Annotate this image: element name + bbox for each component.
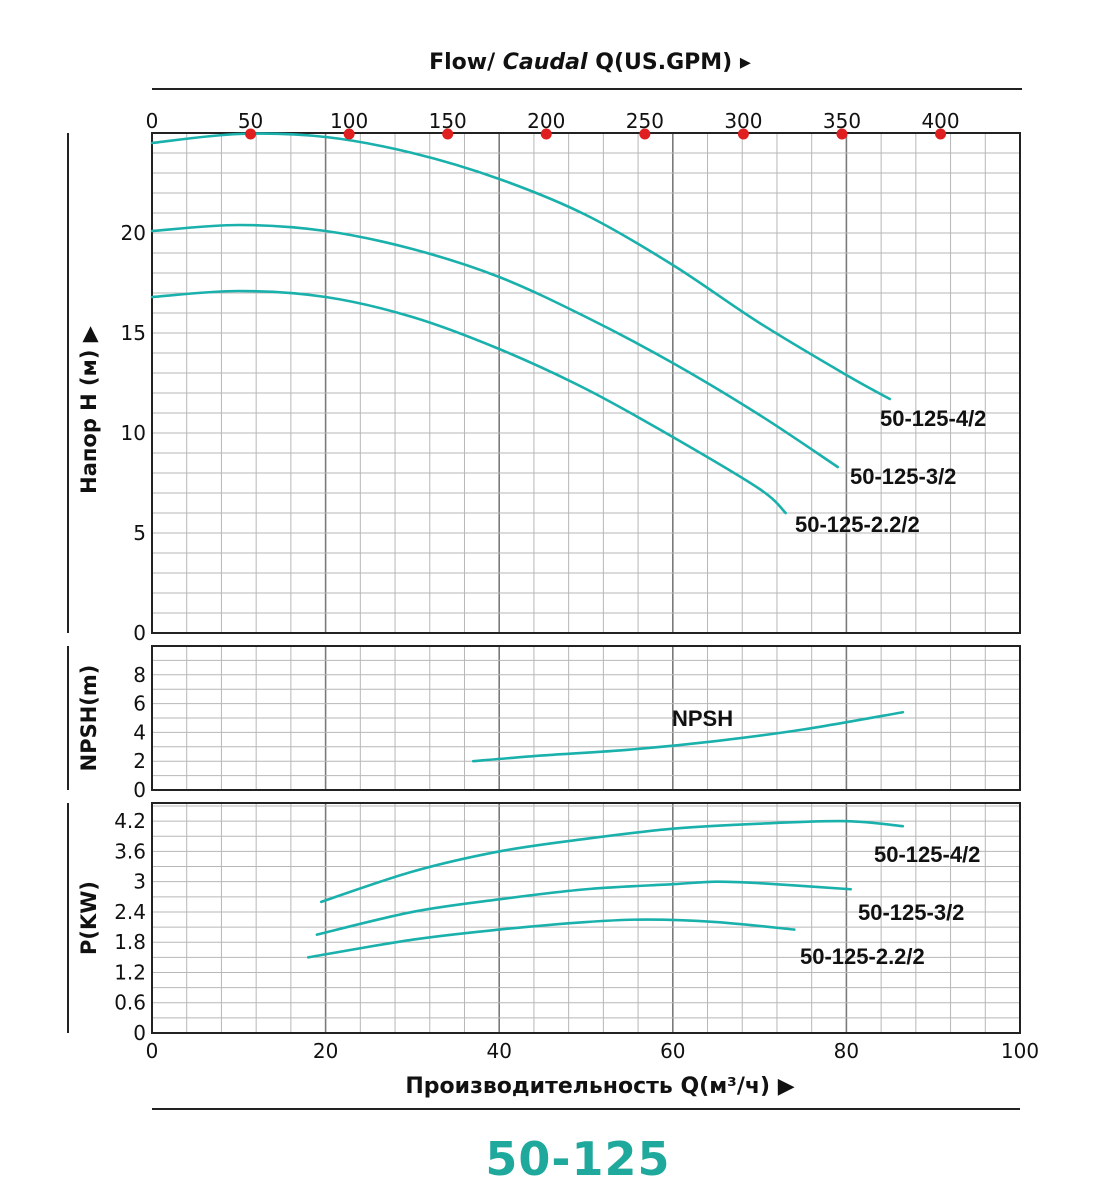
head-curve-label: 50-125-3/2 xyxy=(850,464,956,489)
head-y-tick: 20 xyxy=(121,221,146,245)
head-y-tick: 0 xyxy=(133,621,146,645)
model-title: 50-125 xyxy=(485,1132,671,1186)
head-curve-50-125-4/2 xyxy=(150,132,892,401)
x-axis-label: Производительность Q(м³/ч) xyxy=(405,1074,771,1099)
x-tick-label: 60 xyxy=(660,1039,685,1060)
npsh-curve-label: NPSH xyxy=(672,706,733,731)
npsh-y-tick: 0 xyxy=(133,778,146,802)
footer-rule xyxy=(152,1108,1020,1110)
caudal-label: Caudal xyxy=(502,50,588,75)
x-tick-label: 20 xyxy=(313,1039,338,1060)
power-y-tick: 4.2 xyxy=(114,809,146,833)
x-axis-title: Производительность Q(м³/ч) ▶ xyxy=(0,1074,1108,1099)
flow-label: Flow/ xyxy=(429,50,496,75)
head-y-axis-label: Напор H (м) ▶ xyxy=(77,325,101,494)
power-curve-label: 50-125-2.2/2 xyxy=(800,944,925,969)
head-y-tick: 10 xyxy=(121,421,146,445)
gpm-tick-dot xyxy=(442,128,454,140)
gpm-tick-dot xyxy=(639,128,651,140)
gpm-tick-dot xyxy=(935,128,947,140)
head-curve-label: 50-125-2.2/2 xyxy=(795,512,920,537)
frame-layer xyxy=(67,132,1021,1034)
gpm-tick-dot xyxy=(343,128,355,140)
power-curve-50-125-3/2 xyxy=(315,880,853,936)
npsh-y-tick: 6 xyxy=(133,692,146,716)
power-y-tick: 1.2 xyxy=(114,960,146,984)
head-y-tick: 15 xyxy=(121,321,146,345)
head-curve-label: 50-125-4/2 xyxy=(880,406,986,431)
head-curve-50-125-3/2 xyxy=(150,223,840,469)
grid-layer xyxy=(151,132,1021,1034)
play-arrow-icon: ▶ xyxy=(777,1074,795,1099)
power-curve-50-125-4/2 xyxy=(319,819,905,904)
x-tick-label: 80 xyxy=(834,1039,859,1060)
gpm-tick-dot xyxy=(245,128,257,140)
npsh-y-tick: 2 xyxy=(133,749,146,773)
npsh-curve xyxy=(471,710,905,763)
label-layer: Напор H (м) ▶ 50-125-4/2 50-125-3/2 50-125-… xyxy=(77,325,986,969)
x-tick-label: 40 xyxy=(486,1039,511,1060)
head-y-tick: 5 xyxy=(133,521,146,545)
npsh-y-tick: 4 xyxy=(133,720,146,744)
head-curve-50-125-2.2/2 xyxy=(150,289,787,515)
npsh-y-tick: 8 xyxy=(133,663,146,687)
curve-layer xyxy=(150,132,905,959)
right-arrow-icon: ▸ xyxy=(739,50,751,75)
power-y-tick: 3.6 xyxy=(114,839,146,863)
gpm-tick-dot xyxy=(836,128,848,140)
power-curve-label: 50-125-3/2 xyxy=(858,900,964,925)
header-rule xyxy=(152,88,1022,90)
power-y-tick: 3 xyxy=(133,870,146,894)
gpm-tick-dot xyxy=(540,128,552,140)
power-curve-50-125-2.2/2 xyxy=(306,918,796,959)
power-y-tick: 2.4 xyxy=(114,900,146,924)
power-y-tick: 1.8 xyxy=(114,930,146,954)
x-tick-label: 0 xyxy=(146,1039,159,1060)
power-y-axis-label: P(KW) xyxy=(77,881,101,955)
gpm-tick-dot xyxy=(737,128,749,140)
x-tick-label: 100 xyxy=(1001,1039,1039,1060)
gpm-label: Q(US.GPM) xyxy=(595,50,733,75)
gpm-tick-label: 0 xyxy=(146,109,159,133)
npsh-panel-frame xyxy=(151,645,1021,791)
npsh-y-axis-label: NPSH(m) xyxy=(77,665,101,772)
power-curve-label: 50-125-4/2 xyxy=(874,842,980,867)
flow-axis-title: Flow/ Caudal Q(US.GPM) ▸ xyxy=(0,50,1108,75)
power-y-tick: 0 xyxy=(133,1021,146,1045)
head-panel-frame xyxy=(151,132,1021,634)
power-y-tick: 0.6 xyxy=(114,991,146,1015)
power-panel-frame xyxy=(151,802,1021,1034)
